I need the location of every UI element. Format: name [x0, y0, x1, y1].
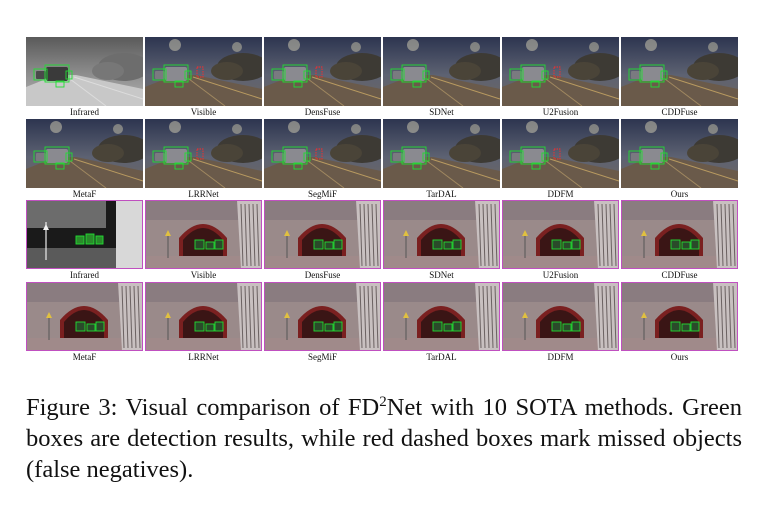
figure-cell: LRRNet [145, 119, 264, 200]
figure-cell: LRRNet [145, 282, 264, 363]
figure-cell: DDFM [502, 282, 621, 363]
caption-prefix: Figure 3: Visual comparison of FD [26, 394, 380, 421]
fusion-result-image [145, 200, 262, 269]
fusion-result-image [264, 119, 381, 188]
method-label: SDNet [429, 107, 454, 117]
fusion-result-image [264, 282, 381, 351]
figure-cell: Ours [621, 119, 740, 200]
caption-superscript: 2 [379, 394, 387, 410]
figure-cell: SegMiF [264, 282, 383, 363]
figure-cell: SDNet [383, 200, 502, 281]
method-label: U2Fusion [542, 270, 579, 280]
figure-cell: TarDAL [383, 119, 502, 200]
fusion-result-image [383, 200, 500, 269]
fusion-result-image [264, 200, 381, 269]
figure-cell: MetaF [26, 119, 145, 200]
figure-cell: SDNet [383, 37, 502, 118]
figure-cell: Ours [621, 282, 740, 363]
fusion-result-image [383, 37, 500, 106]
method-label: DDFM [547, 352, 574, 362]
method-label: Infrared [70, 107, 99, 117]
figure-cell: CDDFuse [621, 37, 740, 118]
method-label: TarDAL [426, 352, 457, 362]
fusion-result-image [26, 200, 143, 269]
method-label: SegMiF [307, 189, 337, 199]
caption-suffix: Net with 10 SOTA methods. Green boxes ar… [26, 394, 743, 483]
method-label: DensFuse [304, 270, 341, 280]
method-label: LRRNet [188, 189, 219, 199]
fusion-result-image [26, 37, 143, 106]
method-label: SDNet [429, 270, 454, 280]
fusion-result-image [502, 200, 619, 269]
method-label: Ours [670, 189, 689, 199]
fusion-result-image [621, 119, 738, 188]
fusion-result-image [621, 282, 738, 351]
method-label: MetaF [72, 189, 97, 199]
method-label: U2Fusion [542, 107, 579, 117]
figure-cell: U2Fusion [502, 37, 621, 118]
fusion-result-image [145, 119, 262, 188]
figure-cell: DensFuse [264, 200, 383, 281]
figure-cell: Visible [145, 37, 264, 118]
fusion-result-image [502, 37, 619, 106]
figure-grid: Infrared Visible DensFuse SDNet U2Fusion CDDF… [26, 37, 740, 367]
method-label: CDDFuse [661, 270, 698, 280]
method-label: LRRNet [188, 352, 219, 362]
method-label: Ours [670, 352, 689, 362]
figure-cell: TarDAL [383, 282, 502, 363]
figure-cell: U2Fusion [502, 200, 621, 281]
figure-cell: CDDFuse [621, 200, 740, 281]
figure-cell: MetaF [26, 282, 145, 363]
method-label: TarDAL [426, 189, 457, 199]
method-label: MetaF [72, 352, 97, 362]
figure-cell: Infrared [26, 37, 145, 118]
method-label: CDDFuse [661, 107, 698, 117]
fusion-result-image [145, 37, 262, 106]
figure-caption: Figure 3: Visual comparison of FD2Net wi… [26, 392, 742, 485]
fusion-result-image [621, 37, 738, 106]
method-label: SegMiF [307, 352, 337, 362]
fusion-result-image [145, 282, 262, 351]
method-label: DDFM [547, 189, 574, 199]
method-label: Visible [190, 270, 217, 280]
fusion-result-image [26, 282, 143, 351]
fusion-result-image [383, 119, 500, 188]
figure-cell: Infrared [26, 200, 145, 281]
fusion-result-image [264, 37, 381, 106]
method-label: Infrared [70, 270, 99, 280]
figure-cell: Visible [145, 200, 264, 281]
fusion-result-image [26, 119, 143, 188]
fusion-result-image [502, 119, 619, 188]
figure-cell: DDFM [502, 119, 621, 200]
fusion-result-image [621, 200, 738, 269]
figure-cell: DensFuse [264, 37, 383, 118]
fusion-result-image [502, 282, 619, 351]
method-label: DensFuse [304, 107, 341, 117]
figure-cell: SegMiF [264, 119, 383, 200]
method-label: Visible [190, 107, 217, 117]
fusion-result-image [383, 282, 500, 351]
